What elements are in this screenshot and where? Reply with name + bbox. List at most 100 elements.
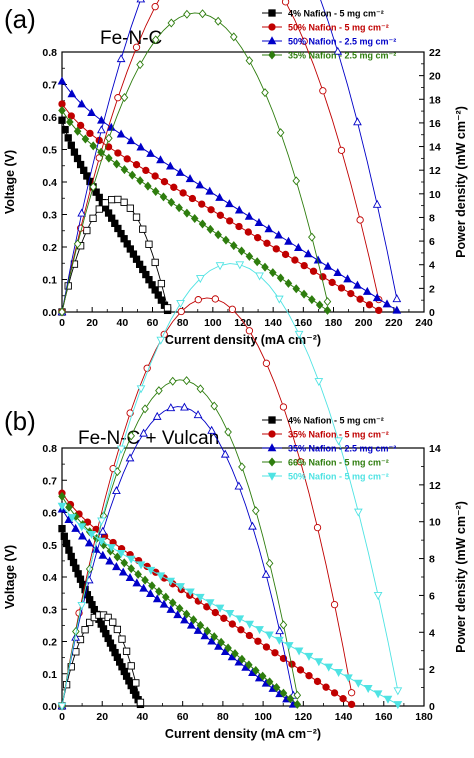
voltage-point — [315, 300, 324, 310]
voltage-point — [70, 148, 79, 156]
voltage-point — [323, 261, 333, 270]
legend-label: 4% Nafion - 5 mg cm⁻² — [288, 9, 384, 19]
power-point — [156, 336, 166, 345]
power-point — [292, 176, 301, 186]
legend-label: 50% Nafion - 5 mg cm⁻² — [288, 472, 389, 482]
voltage-point — [207, 206, 215, 214]
voltage-point — [198, 200, 206, 208]
power-point — [139, 428, 148, 437]
voltage-point — [114, 149, 122, 157]
voltage-point — [148, 581, 156, 591]
power-point — [261, 569, 271, 578]
voltage-point — [265, 631, 274, 640]
x-tick-label: 0 — [59, 317, 65, 329]
legend: 4% Nafion - 5 mg cm⁻² 35% Nafion - 5 mg c… — [262, 416, 396, 482]
voltage-point — [132, 578, 142, 587]
power-point — [95, 205, 103, 213]
y2-tick-label: 2 — [429, 283, 435, 295]
power-point — [276, 128, 285, 138]
voltage-point — [300, 261, 308, 270]
voltage-point — [206, 224, 215, 234]
voltage-point — [328, 278, 336, 287]
power-point — [214, 16, 222, 26]
voltage-point — [324, 663, 334, 672]
x-tick-label: 200 — [355, 317, 373, 329]
voltage-point — [87, 107, 96, 116]
voltage-point — [254, 637, 262, 645]
power-curve — [61, 263, 399, 707]
x-tick-label: 140 — [264, 317, 282, 329]
voltage-point — [185, 174, 195, 183]
voltage-point — [132, 161, 141, 169]
voltage-point — [300, 289, 308, 299]
voltage-point — [97, 537, 106, 546]
power-point — [334, 437, 343, 446]
power-point — [319, 87, 327, 95]
voltage-point — [217, 637, 225, 647]
voltage-point — [77, 523, 87, 532]
voltage-point — [237, 626, 245, 634]
voltage-point — [98, 550, 108, 559]
power-point — [81, 626, 89, 634]
voltage-point — [136, 176, 144, 186]
voltage-point — [159, 192, 168, 202]
series-2 — [57, 0, 402, 316]
voltage-point — [126, 555, 136, 564]
power-point — [211, 295, 219, 303]
voltage-point — [215, 604, 225, 613]
power-point — [279, 620, 288, 630]
voltage-point — [186, 588, 195, 597]
voltage-point — [274, 636, 284, 645]
y-tick-label: 0.6 — [42, 508, 57, 520]
power-point — [97, 125, 106, 134]
power-point — [155, 386, 163, 396]
y-tick-label: 0.6 — [42, 112, 57, 124]
voltage-point — [86, 129, 94, 138]
voltage-point — [116, 550, 126, 559]
voltage-point — [314, 658, 324, 667]
x-tick-label: 120 — [234, 317, 252, 329]
voltage-point — [225, 199, 234, 208]
voltage-point — [222, 235, 230, 245]
voltage-point — [67, 112, 75, 120]
power-point — [89, 214, 97, 222]
voltage-point — [146, 588, 155, 597]
y2-tick-label: 16 — [429, 118, 441, 130]
voltage-point — [167, 197, 176, 207]
power-point — [207, 425, 217, 434]
power-point — [337, 146, 346, 154]
x-tick-label: 100 — [204, 317, 222, 329]
y2-axis-title: Power density (mW cm⁻²) — [454, 501, 468, 653]
voltage-point — [175, 203, 183, 213]
series-3 — [58, 9, 332, 317]
power-point — [151, 258, 159, 267]
voltage-point — [353, 679, 363, 688]
power-point — [167, 18, 176, 28]
voltage-point — [253, 234, 262, 242]
power-point — [125, 453, 135, 462]
voltage-point — [245, 660, 253, 670]
voltage-point — [237, 246, 246, 256]
voltage-point — [363, 685, 373, 694]
y2-tick-label: 4 — [429, 627, 435, 639]
voltage-point — [343, 274, 352, 283]
voltage-point — [375, 306, 383, 315]
power-point — [198, 9, 207, 19]
power-point — [157, 279, 166, 288]
power-point — [296, 458, 305, 466]
x-tick-label: 40 — [116, 317, 128, 329]
series-0 — [58, 524, 145, 710]
y-tick-label: 0.5 — [42, 540, 57, 552]
power-point — [77, 601, 87, 610]
power-point — [83, 226, 91, 235]
voltage-point — [231, 649, 239, 659]
voltage-point — [216, 211, 225, 219]
voltage-point — [179, 189, 187, 197]
voltage-point — [77, 99, 87, 108]
power-point — [274, 295, 284, 304]
power-point — [122, 647, 131, 655]
power-point — [251, 506, 260, 516]
y2-tick-label: 12 — [429, 480, 441, 492]
voltage-point — [303, 249, 313, 258]
